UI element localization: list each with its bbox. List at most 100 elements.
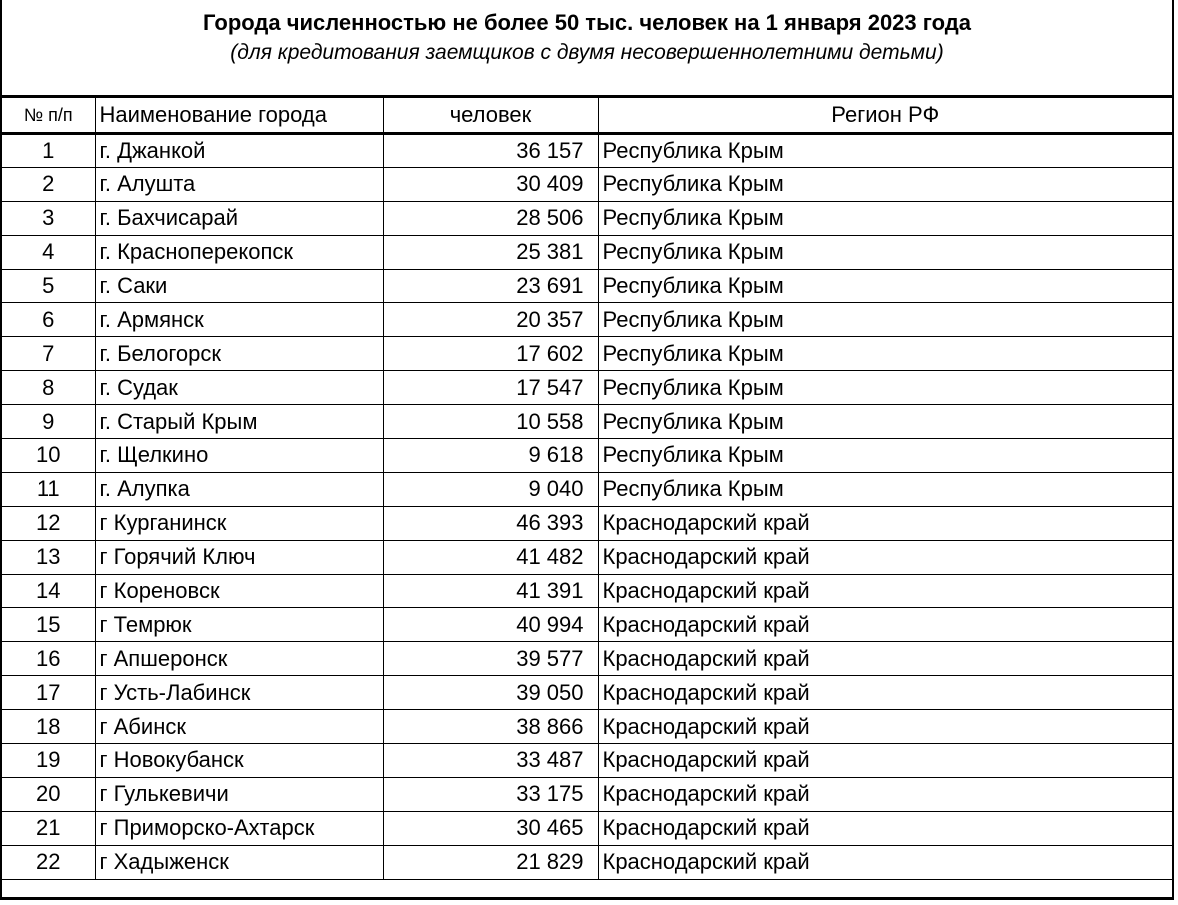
row-number: 14 [2, 573, 96, 609]
table-row: 20 г Гулькевичи 33 175 Краснодарский край [2, 776, 1172, 812]
table-row: 11 г. Алупка 9 040 Республика Крым [2, 471, 1172, 507]
population: 20 357 [382, 302, 599, 338]
city-name: г Горячий Ключ [94, 539, 384, 575]
table-row: 17 г Усть-Лабинск 39 050 Краснодарский край [2, 675, 1172, 711]
city-name: г Темрюк [94, 607, 384, 643]
population: 30 409 [382, 166, 599, 202]
city-name: г. Алупка [94, 471, 384, 507]
region: Республика Крым [597, 200, 1172, 236]
city-name: г. Красноперекопск [94, 234, 384, 270]
city-name: г Апшеронск [94, 641, 384, 677]
row-number: 1 [2, 133, 96, 168]
region: Республика Крым [597, 370, 1172, 406]
population: 21 829 [382, 844, 599, 880]
table-title: Города численностью не более 50 тыс. чел… [203, 10, 971, 35]
region: Краснодарский край [597, 675, 1172, 711]
row-number: 20 [2, 776, 96, 812]
population: 10 558 [382, 404, 599, 440]
row-number: 13 [2, 539, 96, 575]
row-number: 16 [2, 641, 96, 677]
city-name: г. Щелкино [94, 438, 384, 473]
population: 41 482 [382, 539, 599, 575]
region: Краснодарский край [597, 505, 1172, 541]
city-name: г Курганинск [94, 505, 384, 541]
header-population: человек [382, 95, 599, 135]
population: 38 866 [382, 709, 599, 745]
header-city: Наименование города [94, 95, 384, 135]
region: Республика Крым [597, 336, 1172, 372]
row-number: 10 [2, 438, 96, 473]
row-number: 6 [2, 302, 96, 338]
region: Республика Крым [597, 404, 1172, 440]
table-row: 12 г Курганинск 46 393 Краснодарский край [2, 505, 1172, 541]
city-name: г. Саки [94, 268, 384, 304]
row-number: 3 [2, 200, 96, 236]
table-row: 1 г. Джанкой 36 157 Республика Крым [2, 133, 1172, 168]
city-name: г. Старый Крым [94, 404, 384, 440]
city-name: г. Армянск [94, 302, 384, 338]
header-number: № п/п [2, 95, 96, 135]
table-row: 7 г. Белогорск 17 602 Республика Крым [2, 336, 1172, 372]
population: 39 050 [382, 675, 599, 711]
region: Республика Крым [597, 471, 1172, 507]
city-name: г Приморско-Ахтарск [94, 810, 384, 846]
population: 28 506 [382, 200, 599, 236]
city-name: г Хадыженск [94, 844, 384, 880]
region: Краснодарский край [597, 709, 1172, 745]
row-number: 22 [2, 844, 96, 880]
city-name: г. Джанкой [94, 133, 384, 168]
table-row: 5 г. Саки 23 691 Республика Крым [2, 268, 1172, 304]
region: Республика Крым [597, 438, 1172, 473]
region: Краснодарский край [597, 607, 1172, 643]
row-number: 5 [2, 268, 96, 304]
table-row: 15 г Темрюк 40 994 Краснодарский край [2, 607, 1172, 643]
region: Республика Крым [597, 166, 1172, 202]
table-row: 2 г. Алушта 30 409 Республика Крым [2, 166, 1172, 202]
row-number: 12 [2, 505, 96, 541]
row-number: 4 [2, 234, 96, 270]
table-row: 13 г Горячий Ключ 41 482 Краснодарский край [2, 539, 1172, 575]
table-row: 10 г. Щелкино 9 618 Республика Крым [2, 438, 1172, 473]
city-name: г Гулькевичи [94, 776, 384, 812]
region: Республика Крым [597, 234, 1172, 270]
population: 41 391 [382, 573, 599, 609]
population: 17 602 [382, 336, 599, 372]
population: 33 487 [382, 743, 599, 778]
region: Республика Крым [597, 268, 1172, 304]
row-number: 18 [2, 709, 96, 745]
header-region: Регион РФ [597, 95, 1172, 135]
table-row: 19 г Новокубанск 33 487 Краснодарский край [2, 743, 1172, 778]
row-number: 8 [2, 370, 96, 406]
city-name: г. Белогорск [94, 336, 384, 372]
region: Краснодарский край [597, 743, 1172, 778]
title-block: Города численностью не более 50 тыс. чел… [2, 0, 1172, 95]
city-name: г Кореновск [94, 573, 384, 609]
population: 40 994 [382, 607, 599, 643]
header-row: № п/п Наименование города человек Регион… [2, 95, 1172, 135]
row-number: 17 [2, 675, 96, 711]
table-row: 14 г Кореновск 41 391 Краснодарский край [2, 573, 1172, 609]
table-row: 16 г Апшеронск 39 577 Краснодарский край [2, 641, 1172, 677]
table-row: 22 г Хадыженск 21 829 Краснодарский край [2, 844, 1172, 880]
cities-table: № п/п Наименование города человек Регион… [2, 95, 1172, 880]
population: 30 465 [382, 810, 599, 846]
population: 25 381 [382, 234, 599, 270]
population: 39 577 [382, 641, 599, 677]
population: 46 393 [382, 505, 599, 541]
city-name: г. Алушта [94, 166, 384, 202]
region: Республика Крым [597, 133, 1172, 168]
table-row: 8 г. Судак 17 547 Республика Крым [2, 370, 1172, 406]
region: Краснодарский край [597, 641, 1172, 677]
row-number: 19 [2, 743, 96, 778]
region: Краснодарский край [597, 539, 1172, 575]
table-row: 9 г. Старый Крым 10 558 Республика Крым [2, 404, 1172, 440]
city-name: г Новокубанск [94, 743, 384, 778]
city-name: г Абинск [94, 709, 384, 745]
row-number: 2 [2, 166, 96, 202]
row-number: 9 [2, 404, 96, 440]
table-subtitle: (для кредитования заемщиков с двумя несо… [230, 41, 944, 64]
region: Краснодарский край [597, 776, 1172, 812]
region: Краснодарский край [597, 810, 1172, 846]
population: 17 547 [382, 370, 599, 406]
